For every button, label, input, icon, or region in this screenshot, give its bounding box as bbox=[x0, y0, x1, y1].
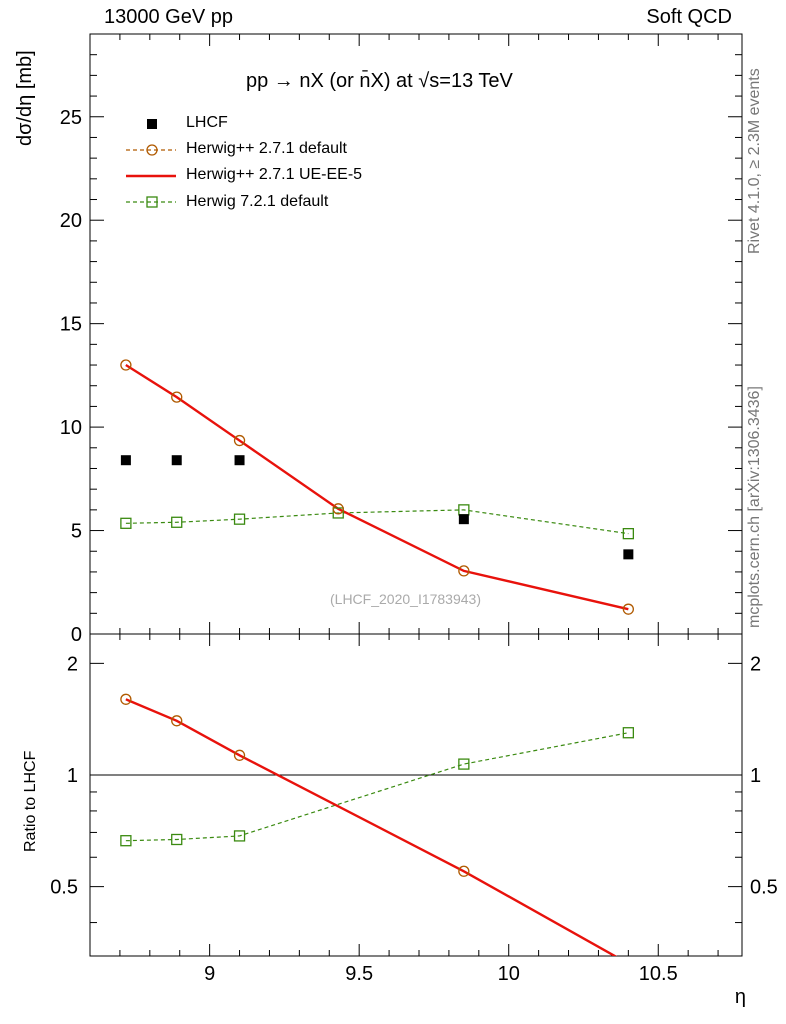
ratio-point-herwig-2-7-1-default bbox=[458, 865, 470, 877]
x-tick-label: 10.5 bbox=[639, 963, 678, 985]
main-y-tick-label: 20 bbox=[60, 210, 82, 232]
x-axis-label: η bbox=[734, 986, 746, 1008]
ratio-point-herwig-7-2-1-default bbox=[458, 758, 470, 770]
ratio-point-herwig-7-2-1-default bbox=[622, 727, 634, 739]
main-y-tick-label: 15 bbox=[60, 314, 82, 336]
main-point-herwig-7-2-1-default bbox=[233, 513, 246, 525]
x-tick-label: 10 bbox=[498, 963, 520, 985]
ratio-y-tick-label-right: 2 bbox=[750, 653, 761, 675]
legend-label-herwig7: Herwig 7.2.1 default bbox=[186, 193, 329, 210]
main-point-herwig-7-2-1-default bbox=[120, 517, 132, 529]
analysis-watermark: (LHCF_2020_I1783943) bbox=[330, 591, 481, 607]
ratio-point-herwig-2-7-1-default bbox=[171, 715, 183, 727]
legend-marker-herwig-2-7-1-default bbox=[146, 144, 158, 156]
main-point-herwig-2-7-1-default bbox=[458, 565, 470, 577]
ratio-point-herwig-7-2-1-default bbox=[233, 830, 246, 842]
header-right: Soft QCD bbox=[646, 6, 732, 28]
main-line-herwig-2-7-1-ue-ee-5 bbox=[125, 364, 629, 611]
ratio-y-tick-label-right: 0.5 bbox=[750, 877, 778, 899]
ratio-line-herwig-2-7-1-ue-ee-5 bbox=[125, 698, 618, 956]
legend-marker-herwig-7-2-1-default bbox=[146, 196, 158, 208]
main-point-lhcf bbox=[171, 455, 182, 466]
main-point-lhcf bbox=[234, 455, 245, 466]
ratio-y-tick-label: 1 bbox=[67, 765, 78, 787]
x-tick-label: 9.5 bbox=[345, 963, 373, 985]
main-point-herwig-2-7-1-default bbox=[622, 603, 634, 615]
x-tick-label: 9 bbox=[204, 963, 215, 985]
ratio-series-group bbox=[120, 693, 634, 969]
legend-marker-lhcf bbox=[147, 119, 157, 129]
main-y-tick-label: 10 bbox=[60, 417, 82, 439]
main-point-herwig-7-2-1-default bbox=[332, 507, 344, 519]
ratio-y-tick-label: 0.5 bbox=[50, 877, 78, 899]
main-point-herwig-2-7-1-default bbox=[233, 434, 246, 447]
main-point-lhcf bbox=[623, 549, 634, 560]
chart-title: pp → nX (or n̄X) at √s=13 TeV bbox=[246, 70, 513, 92]
ratio-point-herwig-7-2-1-default bbox=[120, 835, 132, 847]
ratio-line-herwig-7-2-1-default bbox=[125, 732, 629, 842]
ratio-y-tick-label: 2 bbox=[67, 653, 78, 675]
main-point-herwig-2-7-1-default bbox=[332, 503, 344, 515]
main-y-tick-label: 25 bbox=[60, 107, 82, 129]
main-plot-frame bbox=[89, 33, 743, 635]
ratio-y-tick-label-right: 1 bbox=[750, 765, 761, 787]
main-line-herwig-7-2-1-default bbox=[125, 509, 629, 535]
ratio-plot-frame bbox=[89, 633, 743, 957]
main-point-herwig-7-2-1-default bbox=[622, 528, 634, 540]
main-point-herwig-2-7-1-default bbox=[171, 391, 183, 403]
main-point-herwig-2-7-1-default bbox=[120, 359, 132, 371]
main-point-lhcf bbox=[120, 455, 131, 466]
header-left: 13000 GeV pp bbox=[104, 6, 233, 28]
ratio-point-herwig-7-2-1-default bbox=[171, 833, 183, 846]
legend-label-herwigpp-default: Herwig++ 2.7.1 default bbox=[186, 140, 347, 157]
main-y-tick-label: 5 bbox=[71, 521, 82, 543]
legend-label-herwigpp-ueee5: Herwig++ 2.7.1 UE-EE-5 bbox=[186, 166, 363, 183]
ratio-line-herwig-2-7-1-default bbox=[125, 698, 617, 956]
main-line-herwig-2-7-1-default bbox=[125, 364, 629, 610]
main-point-herwig-7-2-1-default bbox=[171, 516, 183, 528]
ratio-point-herwig-2-7-1-default bbox=[233, 749, 246, 761]
ratio-point-herwig-2-7-1-default bbox=[120, 693, 132, 705]
main-y-tick-label: 0 bbox=[71, 624, 82, 646]
main-series-group bbox=[120, 359, 634, 615]
main-point-lhcf bbox=[458, 514, 469, 525]
ratio-point-herwig-2-7-1-default bbox=[623, 959, 633, 969]
legend-label-lhcf: LHCF bbox=[186, 114, 228, 131]
